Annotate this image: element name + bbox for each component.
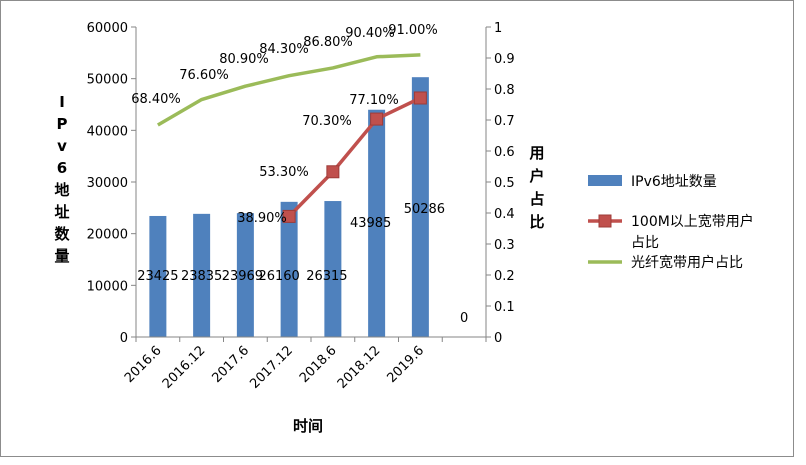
right-tick-label: 0.9 bbox=[494, 52, 515, 67]
bar-5 bbox=[368, 109, 386, 337]
fiber-ratio-label-0: 68.40% bbox=[131, 92, 181, 107]
fiber-ratio-label-4: 86.80% bbox=[303, 35, 353, 50]
fiber-ratio-line bbox=[156, 53, 421, 127]
right-axis-title-char: 比 bbox=[529, 213, 544, 231]
right-tick-label: 0.2 bbox=[494, 269, 515, 284]
bar-0 bbox=[149, 215, 167, 337]
left-axis-title-char: 址 bbox=[54, 203, 69, 221]
left-axis-title-char: v bbox=[57, 137, 67, 155]
right-tick-label: 0.3 bbox=[494, 238, 515, 253]
broadband-100m-label-5: 70.30% bbox=[302, 114, 352, 129]
bar-value-label-5: 43985 bbox=[350, 216, 391, 231]
bar-value-label-7: 0 bbox=[460, 311, 468, 326]
bars-layer bbox=[149, 77, 429, 338]
fiber-ratio-label-1: 76.60% bbox=[179, 68, 229, 83]
broadband-100m-label-4: 53.30% bbox=[259, 165, 309, 180]
right-tick-label: 0.6 bbox=[494, 145, 515, 160]
left-tick-label: 50000 bbox=[87, 73, 128, 88]
bar-value-label-6: 50286 bbox=[404, 202, 445, 217]
bar-1 bbox=[193, 213, 211, 337]
bar-3 bbox=[280, 201, 298, 337]
bar-value-label-0: 23425 bbox=[137, 269, 178, 284]
bar-value-label-2: 23969 bbox=[222, 269, 263, 284]
right-tick-label: 0.7 bbox=[494, 114, 515, 129]
bar-2 bbox=[236, 213, 254, 337]
broadband-100m-ratio-line bbox=[287, 96, 422, 218]
bar-value-label-4: 26315 bbox=[306, 269, 347, 284]
left-tick-label: 0 bbox=[120, 331, 128, 346]
broadband-100m-label-3: 38.90% bbox=[237, 211, 287, 226]
chart-border bbox=[0, 0, 794, 457]
left-axis-title-char: 数 bbox=[54, 225, 70, 243]
bar-value-label-3: 26160 bbox=[258, 269, 299, 284]
legend-swatch-ipv6 bbox=[588, 175, 622, 186]
left-axis-title-char: P bbox=[57, 115, 68, 133]
left-tick-label: 40000 bbox=[87, 124, 128, 139]
bar-4 bbox=[324, 201, 342, 337]
broadband-100m-marker-0 bbox=[282, 209, 296, 223]
fiber-ratio-label-5: 90.40% bbox=[345, 26, 395, 41]
broadband-100m-label-6: 77.10% bbox=[349, 93, 399, 108]
fiber-ratio-label-2: 80.90% bbox=[219, 52, 269, 67]
legend-label-fiber: 光纤宽带用户占比 bbox=[631, 254, 743, 271]
right-axis-title-char: 占 bbox=[529, 190, 544, 208]
bar-6 bbox=[411, 77, 429, 338]
left-axis-title-char: 量 bbox=[54, 247, 69, 265]
right-tick-label: 0.8 bbox=[494, 83, 515, 98]
left-tick-label: 30000 bbox=[87, 176, 128, 191]
legend-marker-broadband bbox=[598, 214, 612, 228]
broadband-100m-marker-1 bbox=[326, 165, 340, 179]
right-tick-label: 0.1 bbox=[494, 300, 515, 315]
right-tick-label: 0.4 bbox=[494, 207, 515, 222]
left-tick-label: 10000 bbox=[87, 279, 128, 294]
right-axis-title-char: 用 bbox=[529, 144, 544, 162]
bar-value-label-1: 23835 bbox=[181, 269, 222, 284]
left-axis-title-char: 地 bbox=[54, 181, 69, 199]
right-axis-title-char: 户 bbox=[529, 167, 544, 185]
lines-layer bbox=[156, 53, 427, 223]
legend-label-broadband-line1: 100M以上宽带用户 bbox=[631, 213, 754, 230]
left-axis-title-char: 6 bbox=[57, 159, 67, 177]
right-tick-label: 1 bbox=[494, 21, 502, 36]
broadband-100m-marker-2 bbox=[370, 112, 384, 126]
broadband-100m-marker-3 bbox=[413, 91, 427, 105]
left-tick-label: 60000 bbox=[87, 21, 128, 36]
right-tick-label: 0 bbox=[494, 331, 502, 346]
legend-label-broadband-line2: 占比 bbox=[631, 235, 659, 251]
x-axis-title: 时间 bbox=[293, 417, 323, 435]
left-tick-label: 20000 bbox=[87, 228, 128, 243]
right-tick-label: 0.5 bbox=[494, 176, 515, 191]
fiber-ratio-label-3: 84.30% bbox=[259, 42, 309, 57]
fiber-ratio-label-6: 91.00% bbox=[388, 23, 438, 38]
left-axis-title-char: I bbox=[59, 93, 65, 111]
legend-label-ipv6: IPv6地址数量 bbox=[631, 174, 717, 190]
